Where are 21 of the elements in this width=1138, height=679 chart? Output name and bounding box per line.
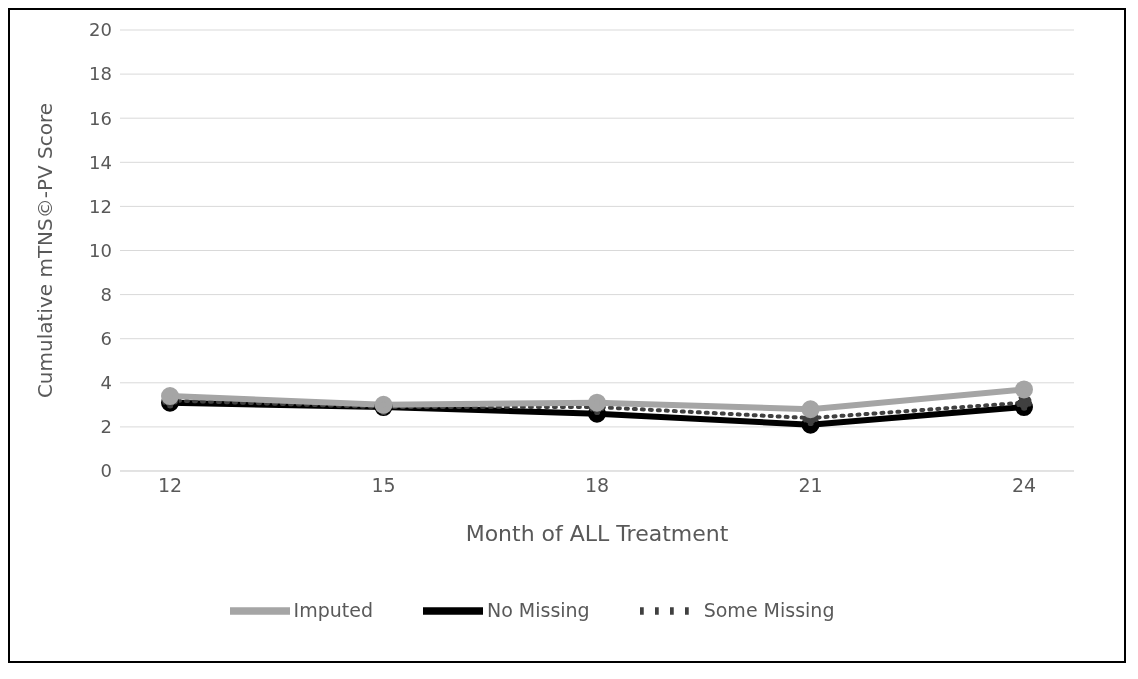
legend-label: No Missing xyxy=(486,598,590,621)
y-tick-label: 2 xyxy=(100,416,112,438)
x-tick-label: 15 xyxy=(371,474,396,497)
y-axis-title: Cumulative mTNS©-PV Score xyxy=(33,102,58,399)
x-tick-label: 12 xyxy=(157,474,183,497)
y-tick-label: 14 xyxy=(89,151,112,173)
y-tick-label: 0 xyxy=(100,460,112,482)
legend-label: Imputed xyxy=(293,598,373,621)
legend-label: Some Missing xyxy=(703,598,835,621)
x-tick-label: 21 xyxy=(798,474,823,497)
y-tick-label: 4 xyxy=(100,372,112,394)
y-tick-label: 8 xyxy=(100,283,112,305)
x-tick-label: 24 xyxy=(1011,474,1037,497)
x-tick-label: 18 xyxy=(584,474,610,497)
y-tick-label: 12 xyxy=(89,195,112,217)
y-tick-label: 20 xyxy=(89,19,112,41)
y-tick-label: 18 xyxy=(89,63,112,85)
x-axis-title: Month of ALL Treatment xyxy=(465,521,729,546)
y-tick-label: 10 xyxy=(89,239,112,261)
y-tick-label: 16 xyxy=(89,107,112,129)
y-tick-label: 6 xyxy=(100,328,112,350)
